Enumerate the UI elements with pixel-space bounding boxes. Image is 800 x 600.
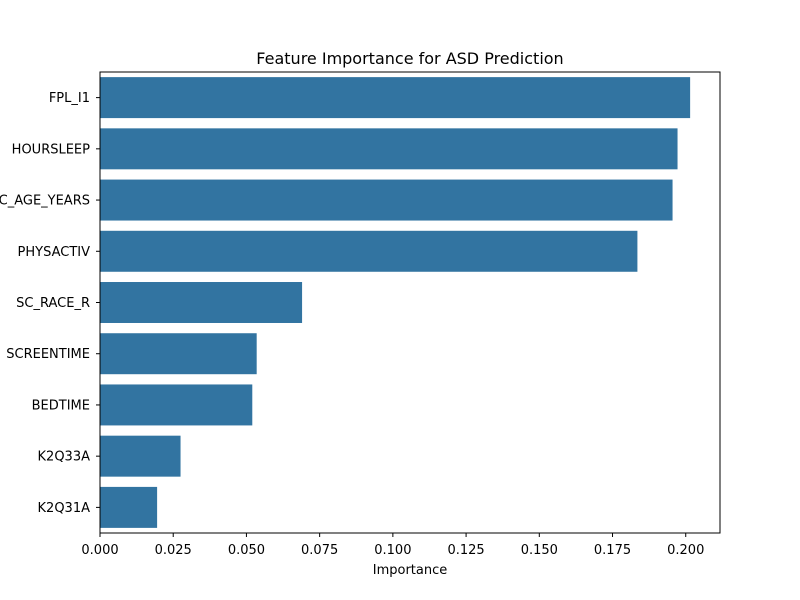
plot-frame bbox=[99, 71, 721, 534]
y-tick-label: SC_RACE_R bbox=[16, 296, 90, 311]
x-tick-label: 0.150 bbox=[521, 543, 558, 558]
bar-physactiv bbox=[100, 230, 638, 272]
x-tick-label: 0.000 bbox=[81, 543, 118, 558]
x-axis-label: Importance bbox=[373, 563, 448, 578]
y-axis-ticks: FPL_I1 HOURSLEEP SC_AGE_YEARS PHYSACTIV SC_R… bbox=[0, 91, 100, 516]
bar-sc-age-years bbox=[100, 179, 673, 221]
x-tick-label: 0.050 bbox=[228, 543, 265, 558]
bar-bedtime bbox=[100, 384, 253, 426]
bar-screentime bbox=[100, 333, 257, 375]
x-tick-label: 0.125 bbox=[447, 543, 484, 558]
chart-title: Feature Importance for ASD Prediction bbox=[256, 49, 563, 68]
bar-k2q33a bbox=[100, 435, 181, 477]
y-tick-label: PHYSACTIV bbox=[18, 245, 91, 260]
bar-k2q31a bbox=[100, 486, 158, 528]
x-tick-label: 0.100 bbox=[374, 543, 411, 558]
x-tick-label: 0.025 bbox=[155, 543, 192, 558]
y-tick-label: SCREENTIME bbox=[6, 347, 90, 362]
x-tick-label: 0.175 bbox=[594, 543, 631, 558]
y-tick-label: FPL_I1 bbox=[49, 91, 90, 106]
y-tick-label: K2Q31A bbox=[38, 501, 91, 516]
x-tick-label: 0.075 bbox=[301, 543, 338, 558]
y-tick-label: K2Q33A bbox=[38, 450, 91, 465]
bars-group bbox=[100, 77, 691, 528]
x-axis-ticks: 0.000 0.025 0.050 0.075 0.100 0.125 0.150 0.175… bbox=[81, 533, 704, 558]
bar-sc-race-r bbox=[100, 282, 303, 323]
y-tick-label: BEDTIME bbox=[32, 398, 90, 413]
x-tick-label: 0.200 bbox=[667, 543, 704, 558]
bar-fpl-i1 bbox=[100, 77, 691, 119]
bar-hoursleep bbox=[100, 128, 678, 170]
y-tick-label: HOURSLEEP bbox=[12, 142, 90, 157]
y-tick-label: SC_AGE_YEARS bbox=[0, 194, 90, 209]
